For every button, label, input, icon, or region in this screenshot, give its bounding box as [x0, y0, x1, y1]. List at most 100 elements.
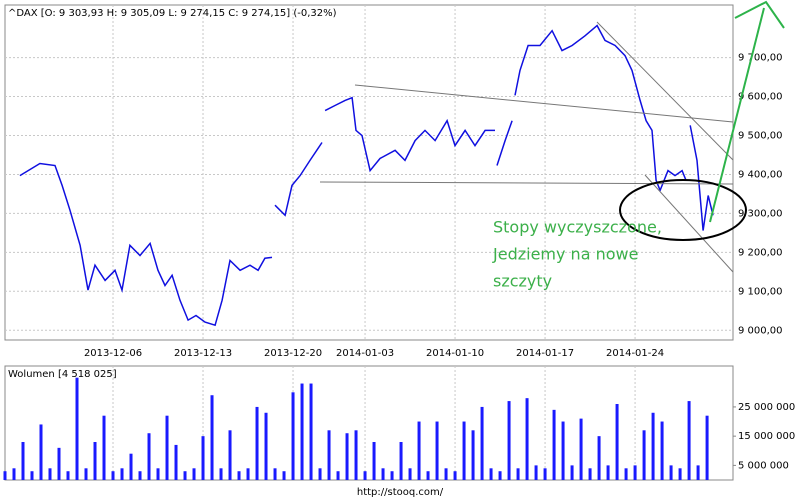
- volume-bar: [75, 377, 79, 480]
- volume-bar: [615, 404, 619, 480]
- volume-bar: [525, 398, 529, 480]
- volume-bar: [282, 471, 286, 480]
- volume-bar: [66, 471, 70, 480]
- annotation: Jedziemy na nowe: [492, 245, 638, 264]
- volume-bar: [111, 471, 115, 480]
- volume-bar: [237, 471, 241, 480]
- volume-bar: [381, 468, 385, 480]
- volume-bar: [246, 468, 250, 480]
- volume-panel: [4, 365, 734, 481]
- volume-bar: [552, 409, 556, 480]
- trend-line: [354, 84, 734, 123]
- y-tick-label: 15 000 000: [738, 431, 795, 442]
- volume-bar: [408, 468, 412, 480]
- volume-bar: [309, 383, 313, 480]
- volume-bar: [588, 468, 592, 480]
- volume-bar: [678, 468, 682, 480]
- volume-bar: [489, 468, 493, 480]
- volume-bar: [147, 433, 151, 480]
- volume-bar: [183, 471, 187, 480]
- volume-bar: [417, 421, 421, 480]
- y-tick-label: 9 400,00: [738, 169, 783, 180]
- trend-line: [644, 174, 734, 273]
- volume-bar: [372, 442, 376, 480]
- volume-bar: [273, 468, 277, 480]
- volume-bar: [435, 421, 439, 480]
- volume-bar: [102, 415, 106, 480]
- volume-bar: [84, 468, 88, 480]
- volume-bar: [507, 401, 511, 480]
- volume-bar: [543, 468, 547, 480]
- volume-bar: [48, 468, 52, 480]
- volume-bar: [12, 468, 16, 480]
- annotation: szczyty: [493, 272, 552, 291]
- x-tick-label: 2014-01-03: [336, 348, 394, 359]
- plot-layer: 2013-12-06 2013-12-13 2013-12-20 2014-01-03…: [3, 5, 795, 480]
- volume-bar: [165, 415, 169, 480]
- volume-bar: [534, 465, 538, 480]
- y-tick-label: 9 500,00: [738, 130, 783, 141]
- volume-bar: [39, 424, 43, 480]
- price-line: [19, 24, 714, 327]
- volume-bar: [651, 412, 655, 480]
- volume-bar: [399, 442, 403, 480]
- volume-bar: [696, 465, 700, 480]
- x-tick-label: 2013-12-20: [264, 348, 322, 359]
- volume-bar: [21, 442, 25, 480]
- volume-bar: [192, 468, 196, 480]
- volume-bar: [390, 471, 394, 480]
- volume-bar: [633, 465, 637, 480]
- y-tick-label: 25 000 000: [738, 402, 795, 413]
- arrow: [709, 7, 765, 223]
- volume-bar: [453, 471, 457, 480]
- volume-bar: [660, 421, 664, 480]
- volume-bar: [264, 412, 268, 480]
- y-tick-label: 9 700,00: [738, 53, 783, 64]
- x-tick-label: 2013-12-06: [84, 348, 142, 359]
- y-tick-label: 9 600,00: [738, 92, 783, 103]
- volume-bar: [228, 430, 232, 480]
- y-tick-label: 5 000 000: [738, 460, 789, 471]
- highlight-ellipse: [619, 179, 747, 241]
- x-tick-label: 2014-01-24: [606, 348, 664, 359]
- volume-bar: [93, 442, 97, 480]
- volume-bar: [471, 430, 475, 480]
- x-tick-label: 2013-12-13: [174, 348, 232, 359]
- volume-bar: [255, 406, 259, 480]
- volume-bar: [570, 465, 574, 480]
- volume-bar: [597, 436, 601, 480]
- volume-bar: [705, 415, 709, 480]
- x-tick-label: 2014-01-10: [426, 348, 484, 359]
- volume-bar: [156, 468, 160, 480]
- volume-bar: [579, 418, 583, 480]
- volume-bar: [318, 468, 322, 480]
- volume-bar: [57, 447, 61, 480]
- arrow-head: [734, 0, 785, 29]
- price-panel: [4, 4, 734, 341]
- y-tick-label: 9 300,00: [738, 208, 783, 219]
- annotation: Stopy wyczyszczone,: [493, 218, 662, 237]
- volume-bar: [669, 465, 673, 480]
- volume-bar: [444, 468, 448, 480]
- volume-bar: [336, 471, 340, 480]
- volume-bar: [687, 401, 691, 480]
- trend-line: [319, 181, 734, 185]
- volume-bar: [327, 430, 331, 480]
- volume-bar: [516, 468, 520, 480]
- volume-bar: [480, 406, 484, 480]
- volume-bar: [30, 471, 34, 480]
- volume-bar: [561, 421, 565, 480]
- volume-bar: [606, 465, 610, 480]
- volume-bar: [174, 444, 178, 480]
- chart-title: ^DAX [O: 9 303,93 H: 9 305,09 L: 9 274,1…: [8, 8, 337, 19]
- y-tick-label: 9 100,00: [738, 286, 783, 297]
- volume-bar: [3, 471, 7, 480]
- volume-bar: [201, 436, 205, 480]
- trend-line: [596, 21, 734, 161]
- volume-bar: [642, 430, 646, 480]
- y-tick-label: 9 200,00: [738, 247, 783, 258]
- volume-title: Wolumen [4 518 025]: [8, 369, 117, 380]
- volume-bar: [354, 430, 358, 480]
- footer: http://stooq.com/: [357, 487, 444, 498]
